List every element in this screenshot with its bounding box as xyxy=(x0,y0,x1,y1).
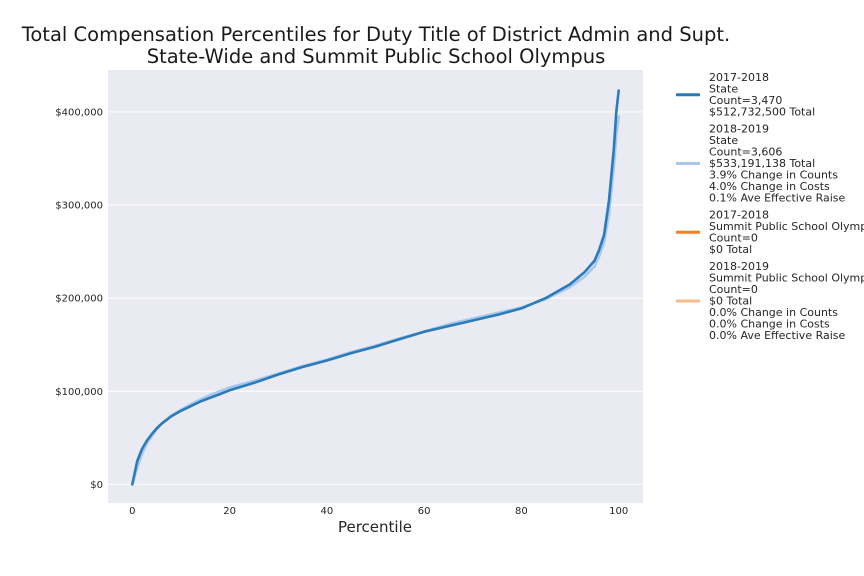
legend-entry-4-line: $0 Total xyxy=(709,295,752,308)
x-tick-label: 60 xyxy=(418,506,431,517)
legend-entry-3-line: $0 Total xyxy=(709,243,752,256)
legend-entry-2-line: 2018-2019 xyxy=(709,123,769,136)
x-tick-label: 100 xyxy=(609,506,628,517)
legend-entry-4-line: 0.0% Change in Counts xyxy=(709,306,838,319)
legend-entry-1-line: $512,732,500 Total xyxy=(709,106,815,119)
grid xyxy=(108,111,643,485)
legend-entry-2-line: $533,191,138 Total xyxy=(709,157,815,170)
x-axis-label: Percentile xyxy=(338,518,412,536)
y-tick-label: $100,000 xyxy=(55,387,103,398)
legend-entry-3-line: 2017-2018 xyxy=(709,209,769,222)
x-tick-label: 0 xyxy=(129,506,135,517)
legend-entry-1-line: State xyxy=(709,83,738,96)
x-tick-label: 40 xyxy=(320,506,333,517)
chart-subtitle: State-Wide and Summit Public School Olym… xyxy=(147,45,606,68)
x-tick-label: 80 xyxy=(515,506,528,517)
y-tick-label: $0 xyxy=(90,480,103,491)
legend-entry-4-line: Summit Public School Olympus xyxy=(709,272,864,285)
y-tick-label: $200,000 xyxy=(55,294,103,305)
legend-entry-1-line: Count=3,470 xyxy=(709,94,782,107)
legend-entry-1-line: 2017-2018 xyxy=(709,71,769,84)
legend-entry-4-line: Count=0 xyxy=(709,283,758,296)
x-axis-ticks: 0 20 40 60 80 100 xyxy=(129,506,628,517)
series-line-1 xyxy=(131,89,621,486)
legend-entry-4-line: 2018-2019 xyxy=(709,260,769,273)
legend-entry-3-line: Count=0 xyxy=(709,232,758,245)
x-tick-label: 20 xyxy=(223,506,236,517)
legend-entry-3-line: Summit Public School Olympus xyxy=(709,220,864,233)
series-lines xyxy=(131,89,621,486)
legend-entry-4-line: 0.0% Change in Costs xyxy=(709,318,830,331)
plot-area xyxy=(108,70,643,503)
legend-entry-2-line: 4.0% Change in Costs xyxy=(709,180,830,193)
legend-entry-2-line: State xyxy=(709,134,738,147)
y-axis-ticks: $0 $100,000 $200,000 $300,000 $400,000 xyxy=(55,107,103,490)
chart-title: Total Compensation Percentiles for Duty … xyxy=(21,23,730,46)
legend-entry-4-line: 0.0% Ave Effective Raise xyxy=(709,329,846,342)
y-tick-label: $300,000 xyxy=(55,201,103,212)
legend-entry-2-line: Count=3,606 xyxy=(709,146,782,159)
legend-entry-2-line: 0.1% Ave Effective Raise xyxy=(709,192,846,205)
legend-entry-2-line: 3.9% Change in Counts xyxy=(709,169,838,182)
y-tick-label: $400,000 xyxy=(55,107,103,118)
